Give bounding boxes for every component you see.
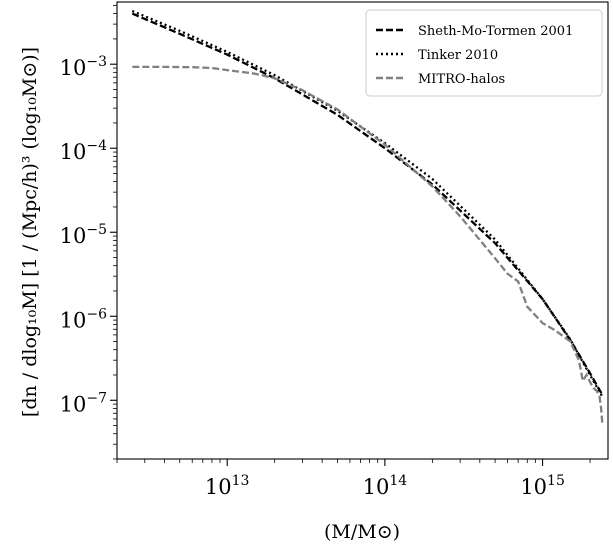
x-tick-label-13: 1013 xyxy=(205,473,250,499)
legend: Sheth-Mo-Tormen 2001 Tinker 2010 MITRO-h… xyxy=(365,9,603,97)
tick-layer xyxy=(110,5,591,466)
legend-box xyxy=(365,9,603,97)
series-line-1 xyxy=(131,9,604,398)
y-tick-label-minus5: 10−5 xyxy=(60,222,107,248)
x-axis-title: (M/M⊙) xyxy=(324,521,400,543)
y-tick-label-minus7: 10−7 xyxy=(60,390,107,416)
series-layer xyxy=(131,9,604,426)
y-tick-label-minus4: 10−4 xyxy=(60,138,107,164)
legend-label-smt: Sheth-Mo-Tormen 2001 xyxy=(418,24,573,39)
y-tick-label-minus6: 10−6 xyxy=(60,306,107,332)
y-tick-label-minus3: 10−3 xyxy=(60,54,107,80)
series-line-2 xyxy=(132,65,604,426)
x-tick-label-14: 1014 xyxy=(363,473,408,499)
y-axis-title: [dn / dlog₁₀M] [1 / (Mpc/h)³ (log₁₀M⊙)] xyxy=(19,47,41,417)
legend-label-tinker: Tinker 2010 xyxy=(418,48,498,63)
y-tick-labels: 10−3 10−4 10−5 10−6 10−7 xyxy=(60,54,107,416)
x-tick-label-15: 1015 xyxy=(520,473,565,499)
plot-frame xyxy=(116,1,609,460)
legend-label-mitro: MITRO-halos xyxy=(418,72,505,87)
x-tick-labels: 1013 1014 1015 xyxy=(205,473,565,499)
